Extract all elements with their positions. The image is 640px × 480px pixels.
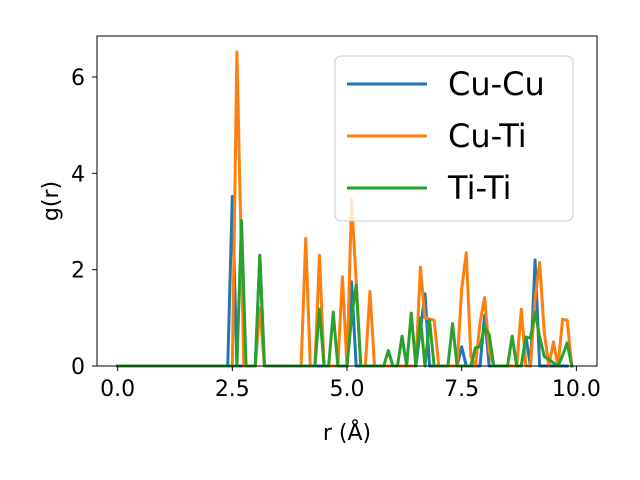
ticks-layer: 0.0 2.5 5.0 7.5 10.0 0 2 4 6 bbox=[71, 66, 601, 402]
y-axis-label: g(r) bbox=[39, 181, 64, 221]
y-tick-label: 2 bbox=[71, 259, 85, 284]
legend-label: Cu-Cu bbox=[448, 65, 545, 103]
legend: Cu-Cu Cu-Ti Ti-Ti bbox=[334, 55, 574, 222]
x-tick-label: 0.0 bbox=[100, 377, 135, 402]
legend-label: Ti-Ti bbox=[447, 169, 512, 207]
legend-label: Cu-Ti bbox=[448, 117, 527, 155]
x-tick-label: 2.5 bbox=[215, 377, 250, 402]
y-tick-label: 4 bbox=[71, 162, 85, 187]
y-tick-label: 0 bbox=[71, 355, 85, 380]
series-line-ti-ti bbox=[116, 219, 574, 368]
x-axis-label: r (Å) bbox=[323, 419, 371, 446]
legend-box bbox=[334, 55, 574, 222]
x-tick-label: 7.5 bbox=[444, 377, 479, 402]
x-tick-label: 10.0 bbox=[552, 377, 601, 402]
y-tick-label: 6 bbox=[71, 66, 85, 91]
x-tick-label: 5.0 bbox=[330, 377, 365, 402]
